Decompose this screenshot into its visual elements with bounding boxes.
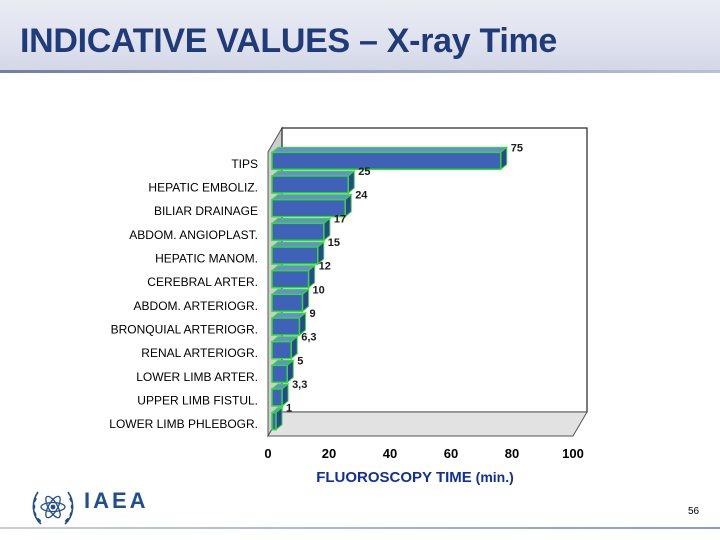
- page-number: 56: [688, 506, 700, 517]
- category-label: BILIAR DRAINAGE: [154, 204, 258, 218]
- bar-front-face: [271, 246, 319, 265]
- bar-value-label: 3,3: [292, 379, 307, 391]
- bar: [270, 406, 284, 431]
- bar-front-face: [271, 317, 301, 336]
- bar-front-face: [271, 293, 304, 313]
- x-axis-title-main: FLUOROSCOPY TIME: [316, 469, 472, 486]
- bar-front-face: [271, 269, 310, 289]
- bar-front-face: [271, 411, 277, 431]
- category-label: CEREBRAL ARTER.: [147, 275, 258, 289]
- category-label: ABDOM. ANGIOPLAST.: [129, 228, 258, 242]
- bar-value-label: 9: [309, 308, 315, 320]
- bar-front-face: [271, 198, 346, 218]
- category-label: HEPATIC MANOM.: [155, 252, 258, 266]
- bar: [270, 146, 509, 171]
- bar-front-face: [271, 175, 349, 194]
- x-tick-label: 80: [505, 446, 519, 461]
- x-tick-label: 20: [322, 446, 336, 461]
- x-tick-label: 100: [562, 446, 584, 461]
- category-label: HEPATIC EMBOLIZ.: [148, 181, 258, 195]
- bar: [270, 240, 326, 266]
- bar-front-face: [271, 364, 288, 384]
- bar-value-label: 24: [355, 190, 368, 202]
- bar-front-face: [271, 151, 502, 171]
- slide-header: [0, 0, 720, 72]
- bar-value-label: 6,3: [301, 332, 316, 344]
- slide-title: INDICATIVE VALUES – X-ray Time: [20, 22, 558, 60]
- bar: [270, 193, 353, 218]
- bar: [270, 335, 299, 360]
- category-label: LOWER LIMB ARTER.: [136, 370, 258, 384]
- iaea-logo-text: IAEA: [84, 488, 149, 513]
- x-axis-title-unit: (min.): [472, 469, 514, 485]
- bar-front-face: [271, 388, 283, 407]
- bar: [270, 382, 290, 408]
- bar-front-face: [271, 222, 325, 242]
- bar-value-label: 1: [286, 403, 292, 415]
- x-tick-label: 0: [264, 446, 271, 461]
- category-label: TIPS: [231, 157, 258, 171]
- bar: [270, 311, 307, 337]
- bar: [270, 264, 316, 289]
- bar-value-label: 25: [358, 166, 370, 178]
- x-tick-label: 60: [444, 446, 458, 461]
- bar: [270, 217, 332, 242]
- category-label: LOWER LIMB PHLEBOGR.: [109, 417, 258, 431]
- chart-value-labels: 75 25 24 17 15 12 10 9 6,3 5 3,31: [286, 142, 523, 414]
- bar-value-label: 5: [297, 355, 303, 367]
- category-label: ABDOM. ARTERIOGR.: [134, 299, 258, 313]
- iaea-logo-icon: [32, 491, 74, 525]
- category-label: BRONQUIAL ARTERIOGR.: [111, 323, 258, 337]
- bar: [270, 359, 295, 384]
- footer-divider: [0, 527, 720, 529]
- bar-value-label: 17: [334, 213, 346, 225]
- header-divider: [0, 70, 720, 73]
- x-axis-title: FLUOROSCOPY TIME (min.): [316, 469, 514, 486]
- bar: [270, 169, 356, 195]
- chart-x-ticks: 0 20 40 60 80 100: [264, 446, 583, 461]
- bar-value-label: 75: [511, 142, 523, 154]
- bar-front-face: [271, 340, 292, 360]
- x-tick-label: 40: [383, 446, 397, 461]
- bar-value-label: 10: [313, 284, 325, 296]
- bar-value-label: 12: [319, 261, 331, 273]
- chart-category-labels: TIPS HEPATIC EMBOLIZ. BILIAR DRAINAGE ABDOM…: [109, 157, 258, 431]
- chart-bars: [270, 146, 509, 431]
- bar: [270, 288, 310, 313]
- bar-value-label: 15: [328, 237, 340, 249]
- chart-floor: [267, 411, 588, 437]
- category-label: RENAL ARTERIOGR.: [141, 346, 258, 360]
- category-label: UPPER LIMB FISTUL.: [137, 394, 258, 408]
